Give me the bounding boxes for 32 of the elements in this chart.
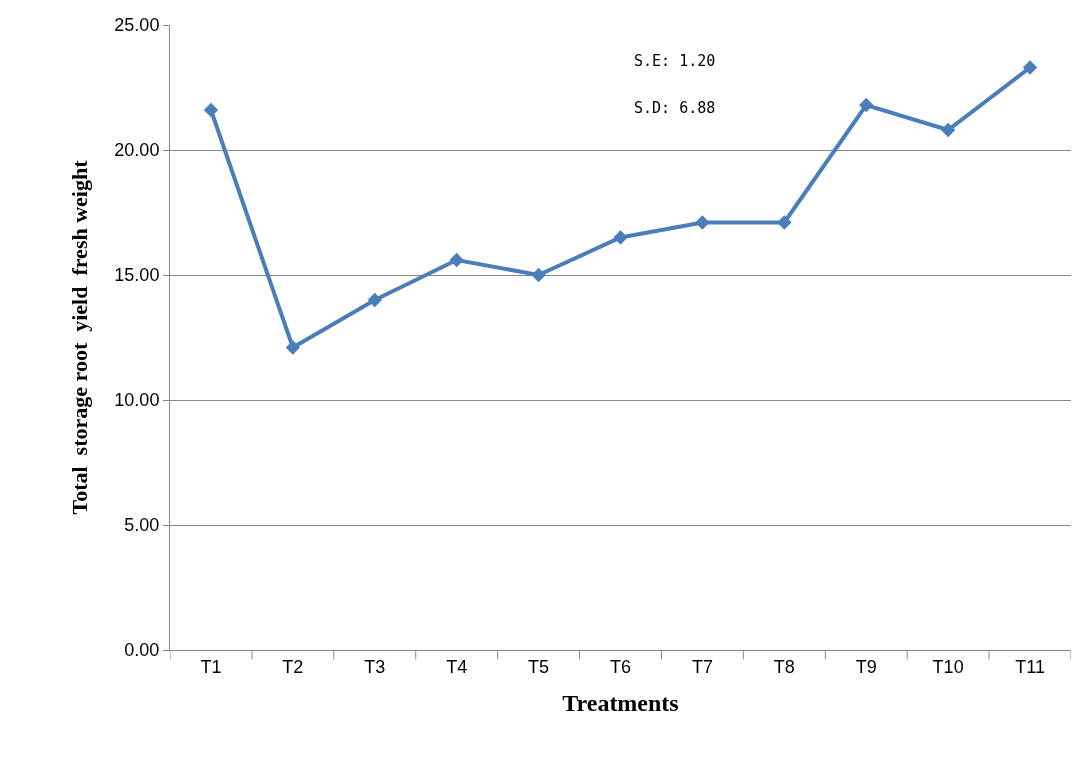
x-tick-label: T1 [200,656,222,677]
x-tick-label: T5 [528,656,550,677]
y-tick-label: 10.00 [114,390,160,411]
point [203,102,219,118]
y-tick-label: 25.00 [114,15,160,36]
x-tick-label: T4 [446,656,468,677]
x-tick-label: T2 [282,656,304,677]
point [777,215,792,230]
y-tick-label: 5.00 [124,515,160,536]
y-tick-label: 20.00 [114,140,160,161]
x-axis-title: Treatments [562,689,679,716]
point [531,267,546,283]
point [695,215,710,230]
x-tick-label: T9 [855,656,877,677]
point [367,292,382,308]
point [285,340,301,355]
annotation: S.E: 1.20 [634,52,716,70]
point [613,230,628,245]
y-tick-label: 15.00 [114,265,160,286]
point [1022,60,1038,75]
y-axis-title: Total storage root yield fresh weight [67,159,93,515]
point [859,97,874,113]
x-tick-label: T3 [364,656,386,677]
point [940,122,956,138]
point [449,252,464,268]
y-tick-label: 0.00 [124,640,160,661]
x-tick-label: T6 [609,656,632,677]
x-tick-label: T10 [932,656,964,677]
x-tick-label: T11 [1015,656,1045,677]
x-tick-label: T8 [773,656,795,677]
annotation: S.D: 6.88 [634,99,716,117]
x-tick-label: T7 [691,656,713,677]
